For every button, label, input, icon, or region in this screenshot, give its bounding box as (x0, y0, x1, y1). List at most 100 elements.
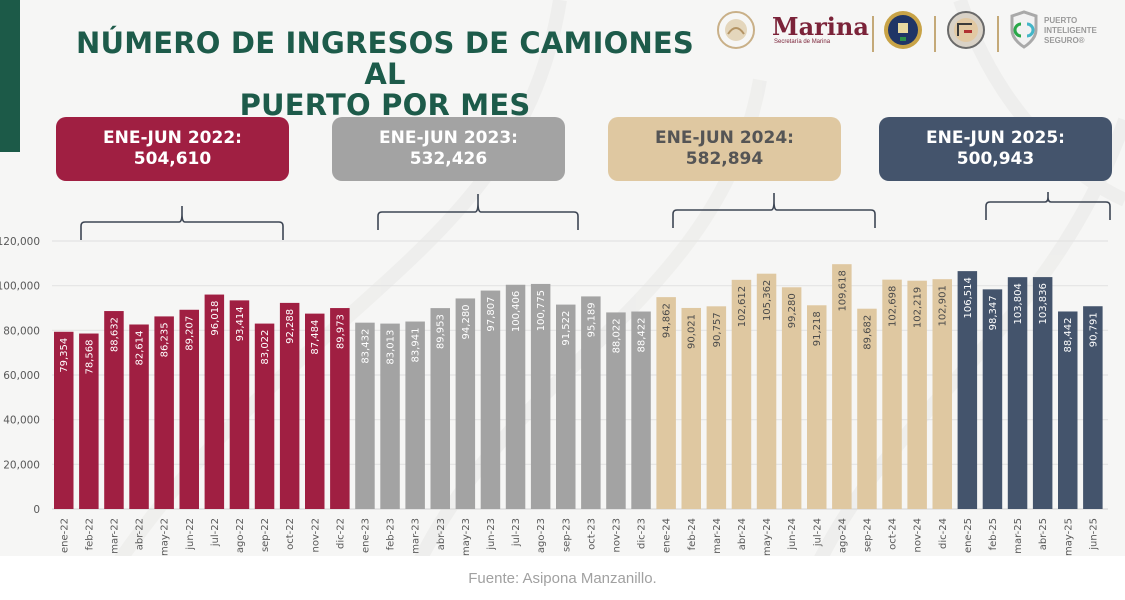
data-label: 83,432 (360, 329, 371, 364)
bar-oct-22 (279, 302, 300, 509)
brace-2024 (672, 193, 876, 228)
bar-may-23 (455, 298, 476, 509)
data-label: 94,280 (461, 304, 472, 339)
bar-jun-25 (1083, 306, 1103, 509)
data-label: 102,901 (938, 285, 949, 326)
summary-label: ENE-JUN 2024: (655, 128, 794, 148)
y-tick-label: 60,000 (3, 370, 40, 382)
x-tick-label: ago-23 (536, 518, 547, 553)
data-label: 88,632 (109, 317, 120, 352)
logo-bar: Marina Secretaría de Marina PUERTO INTEL… (712, 6, 1122, 56)
data-label: 90,757 (712, 312, 723, 347)
y-tick-label: 80,000 (3, 325, 40, 337)
data-label: 89,207 (185, 316, 196, 351)
data-label: 105,362 (762, 280, 773, 321)
data-label: 91,218 (812, 311, 823, 346)
bar-mar-25 (1007, 277, 1028, 509)
bar-abr-25 (1032, 277, 1053, 509)
summary-value: 532,426 (409, 149, 488, 169)
x-tick-label: abr-23 (436, 518, 447, 550)
x-tick-label: nov-24 (913, 518, 924, 552)
x-tick-label: mar-23 (411, 518, 422, 554)
data-label: 94,862 (662, 303, 673, 338)
x-tick-label: ene-23 (360, 518, 371, 553)
x-tick-label: ene-22 (59, 518, 70, 553)
x-tick-label: may-24 (762, 518, 773, 556)
bar-abr-24 (731, 279, 752, 509)
x-tick-label: dic-24 (938, 518, 949, 549)
source-note: Fuente: Asipona Manzanillo. (468, 570, 657, 587)
bar-jun-22 (179, 309, 199, 509)
x-tick-label: dic-22 (335, 518, 346, 549)
bar-feb-22 (79, 333, 99, 509)
x-tick-label: mar-25 (1013, 518, 1024, 554)
x-tick-label: ago-24 (837, 518, 848, 553)
bar-jul-23 (505, 284, 526, 509)
port-authority-seal-icon (947, 11, 985, 49)
bar-ene-24 (656, 297, 676, 509)
y-tick-label: 40,000 (3, 415, 40, 427)
puerto-inteligente-seguro-text: PUERTO INTELIGENTE SEGURO® (1044, 16, 1097, 46)
y-tick-label: 20,000 (3, 459, 40, 471)
data-label: 83,013 (386, 330, 397, 365)
data-label: 88,022 (611, 318, 622, 353)
data-label: 87,484 (310, 320, 321, 355)
logo-divider (934, 16, 936, 52)
x-tick-label: nov-23 (611, 518, 622, 552)
bar-feb-23 (380, 323, 400, 509)
bar-jul-24 (807, 305, 827, 509)
y-tick-label: 0 (33, 504, 40, 516)
x-tick-label: jul-24 (812, 518, 823, 547)
summary-box-2023: ENE-JUN 2023: 532,426 (332, 117, 565, 181)
x-tick-label: ago-22 (235, 518, 246, 553)
x-tick-label: oct-22 (285, 518, 296, 550)
pis-line-2: INTELIGENTE (1044, 26, 1097, 35)
x-tick-label: abr-24 (737, 518, 748, 550)
bar-abr-23 (430, 308, 450, 509)
data-label: 89,953 (436, 314, 447, 349)
summary-value: 582,894 (685, 149, 764, 169)
x-tick-label: mar-22 (109, 518, 120, 554)
title-line-1: NÚMERO DE INGRESOS DE CAMIONES AL (75, 26, 695, 91)
marina-logo-text: Marina (772, 12, 869, 41)
x-tick-label: may-22 (160, 518, 171, 556)
bar-mar-24 (706, 306, 727, 509)
x-tick-label: feb-24 (687, 518, 698, 550)
logo-divider (997, 16, 999, 52)
slide-background: NÚMERO DE INGRESOS DE CAMIONES AL PUERTO… (0, 0, 1122, 556)
x-tick-label: jun-23 (486, 518, 497, 551)
bar-sep-24 (857, 308, 877, 509)
x-tick-label: jun-22 (185, 518, 196, 551)
y-tick-label: 120,000 (0, 236, 40, 248)
x-tick-label: oct-23 (586, 518, 597, 550)
bar-jul-22 (204, 294, 225, 509)
data-label: 83,022 (260, 330, 271, 365)
bars: 79,354 78,568 88,632 82,614 86,235 89,207 96,0… (54, 264, 1103, 509)
bar-may-25 (1058, 311, 1078, 509)
x-tick-label: jul-22 (210, 518, 221, 547)
x-tick-label: feb-23 (386, 518, 397, 550)
data-label: 100,775 (536, 290, 547, 331)
pis-line-1: PUERTO (1044, 16, 1078, 25)
x-tick-label: feb-25 (988, 518, 999, 550)
data-label: 91,522 (561, 311, 572, 346)
bar-ago-24 (832, 264, 852, 509)
data-label: 102,612 (737, 286, 748, 327)
bar-ene-22 (54, 331, 74, 509)
accent-strip (0, 0, 20, 152)
naval-seal-icon (884, 11, 922, 49)
data-label: 88,422 (637, 318, 648, 353)
bar-jun-24 (781, 287, 802, 509)
y-tick-label: 100,000 (0, 281, 40, 293)
group-braces (80, 192, 1111, 240)
data-label: 106,514 (963, 277, 974, 318)
data-label: 83,941 (411, 328, 422, 363)
summary-label: ENE-JUN 2025: (926, 128, 1065, 148)
data-label: 89,682 (862, 315, 873, 350)
x-tick-label: mar-24 (712, 518, 723, 554)
bar-ago-22 (229, 300, 250, 509)
x-tick-label: feb-22 (84, 518, 95, 550)
data-label: 88,442 (1063, 317, 1074, 352)
data-label: 97,807 (486, 297, 497, 332)
x-axis: ene-22 feb-22 mar-22 abr-22 may-22 jun-22 jul-… (59, 518, 1099, 556)
